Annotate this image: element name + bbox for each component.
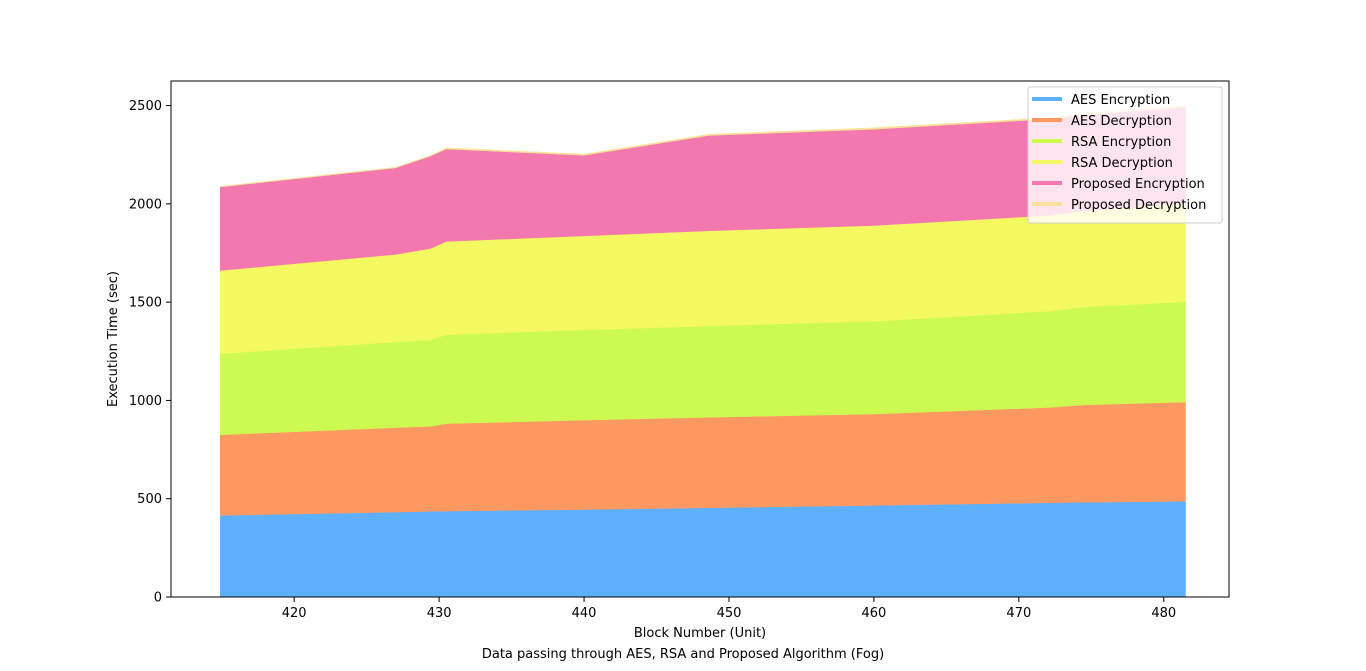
y-tick-label: 2000 bbox=[129, 197, 162, 212]
x-axis-label: Block Number (Unit) bbox=[634, 626, 766, 641]
x-tick-label: 420 bbox=[282, 606, 307, 621]
y-tick-label: 1000 bbox=[129, 394, 162, 409]
y-tick-label: 2500 bbox=[129, 99, 162, 114]
x-tick-label: 460 bbox=[862, 606, 887, 621]
y-tick-label: 500 bbox=[137, 492, 162, 507]
x-axis: 420 430 440 450 460 470 480 bbox=[282, 597, 1176, 621]
legend-entry-label: RSA Decryption bbox=[1071, 156, 1173, 171]
plot-frame bbox=[170, 80, 1230, 598]
legend: AES Encryption AES Decryption RSA Encrypti… bbox=[1027, 86, 1223, 224]
x-tick-label: 440 bbox=[572, 606, 597, 621]
legend-entry-label: Proposed Encryption bbox=[1071, 177, 1205, 192]
y-axis-label: Execution Time (sec) bbox=[106, 271, 121, 407]
x-tick-label: 470 bbox=[1006, 606, 1031, 621]
legend-entry-label: Proposed Decryption bbox=[1071, 198, 1206, 213]
x-tick-label: 430 bbox=[427, 606, 452, 621]
legend-entry-label: AES Encryption bbox=[1071, 93, 1170, 108]
y-tick-label: 0 bbox=[154, 591, 162, 606]
y-tick-label: 1500 bbox=[129, 296, 162, 311]
chart-caption: Data passing through AES, RSA and Propos… bbox=[482, 647, 884, 662]
legend-box bbox=[1027, 86, 1223, 224]
x-tick-label: 480 bbox=[1151, 606, 1176, 621]
legend-entry-label: RSA Encryption bbox=[1071, 135, 1171, 150]
legend-entry-label: AES Decryption bbox=[1071, 114, 1172, 129]
area-aes-encryption bbox=[220, 501, 1186, 598]
y-axis: 0 500 1000 1500 2000 2500 bbox=[129, 99, 171, 606]
x-tick-label: 450 bbox=[717, 606, 742, 621]
